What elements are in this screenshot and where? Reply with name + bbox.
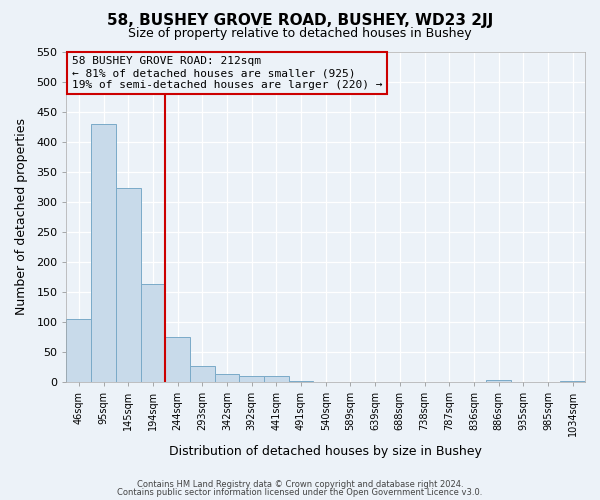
Bar [239, 376, 264, 382]
Text: Contains HM Land Registry data © Crown copyright and database right 2024.: Contains HM Land Registry data © Crown c… [137, 480, 463, 489]
Bar [215, 374, 239, 382]
Bar [165, 337, 190, 382]
Text: Size of property relative to detached houses in Bushey: Size of property relative to detached ho… [128, 28, 472, 40]
Text: 58, BUSHEY GROVE ROAD, BUSHEY, WD23 2JJ: 58, BUSHEY GROVE ROAD, BUSHEY, WD23 2JJ [107, 12, 493, 28]
Y-axis label: Number of detached properties: Number of detached properties [15, 118, 28, 315]
Bar [140, 284, 165, 382]
Bar [116, 188, 140, 382]
Bar [67, 319, 91, 382]
Bar [264, 376, 289, 382]
Bar [486, 380, 511, 382]
Text: Contains public sector information licensed under the Open Government Licence v3: Contains public sector information licen… [118, 488, 482, 497]
Text: 58 BUSHEY GROVE ROAD: 212sqm
← 81% of detached houses are smaller (925)
19% of s: 58 BUSHEY GROVE ROAD: 212sqm ← 81% of de… [71, 56, 382, 90]
X-axis label: Distribution of detached houses by size in Bushey: Distribution of detached houses by size … [169, 444, 482, 458]
Bar [91, 124, 116, 382]
Bar [190, 366, 215, 382]
